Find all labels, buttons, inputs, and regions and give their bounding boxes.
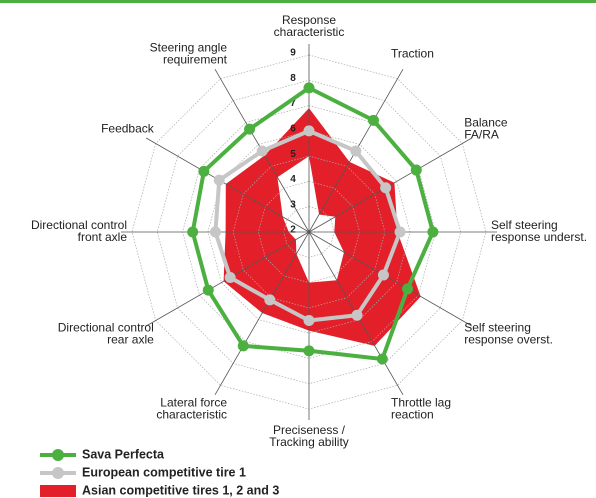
legend-label: Sava Perfecta (82, 447, 165, 461)
axis-label: Self steering (464, 321, 531, 335)
top-bar (0, 0, 596, 3)
axis-label: Lateral force (160, 396, 227, 410)
axis-label: response overst. (464, 333, 553, 347)
series-point (264, 294, 276, 306)
legend-dot (52, 449, 64, 461)
series-point (202, 284, 214, 296)
r-tick-label: 7 (290, 98, 296, 109)
axis-label: Steering angle (150, 41, 228, 55)
r-tick-label: 9 (290, 48, 296, 59)
r-tick-label: 4 (290, 174, 296, 185)
series-point (187, 226, 199, 238)
series-point (394, 226, 406, 238)
series-point (303, 315, 315, 326)
series-point (377, 269, 389, 281)
axis-label: Feedback (101, 122, 155, 136)
axis-label: reaction (391, 408, 434, 422)
series-point (237, 340, 249, 352)
axis-label: Traction (391, 47, 434, 61)
r-tick-label: 5 (290, 149, 296, 160)
axis-label: Self steering (491, 218, 558, 232)
series-point (350, 145, 362, 157)
series-point (209, 226, 221, 238)
spoke (145, 137, 310, 233)
axis-label: Balance (464, 116, 508, 130)
axis-label: Directional control (31, 218, 127, 232)
spoke (308, 231, 473, 327)
series-point (303, 125, 315, 137)
axis-label: Response (282, 13, 336, 27)
axis-label: rear axle (107, 333, 154, 347)
legend-label: European competitive tire 1 (82, 465, 246, 479)
axis-label: Directional control (58, 321, 154, 335)
series-point (427, 226, 439, 238)
axis-label: characteristic (274, 25, 345, 39)
legend-swatch (40, 485, 76, 497)
axis-label: FA/RA (464, 128, 499, 142)
series-point (198, 165, 210, 177)
series-point (410, 164, 422, 176)
axis-label: Throttle lag (391, 396, 451, 410)
series-point (367, 114, 379, 126)
axis-label: characteristic (156, 408, 227, 422)
series-point (380, 182, 392, 194)
r-tick-label: 3 (290, 199, 296, 210)
legend-label: Asian competitive tires 1, 2 and 3 (82, 483, 279, 497)
axis-label: Preciseness / (273, 423, 346, 437)
series-point (213, 174, 225, 186)
axis-label: requirement (163, 53, 228, 67)
series-point (402, 283, 414, 295)
band-inner (277, 156, 344, 283)
r-tick-label: 6 (290, 123, 296, 134)
spoke (214, 231, 310, 396)
legend-dot (52, 467, 64, 479)
r-tick-label: 2 (290, 225, 296, 236)
r-tick-label: 8 (290, 73, 296, 84)
series-point (376, 353, 388, 365)
series-point (224, 272, 236, 284)
series-point (303, 82, 315, 94)
series-point (244, 123, 256, 135)
axis-label: response underst. (491, 230, 587, 244)
series-point (351, 309, 363, 321)
series-point (303, 345, 315, 357)
axis-label: front axle (78, 230, 128, 244)
axis-label: Tracking ability (269, 435, 349, 449)
series-point (256, 145, 268, 157)
